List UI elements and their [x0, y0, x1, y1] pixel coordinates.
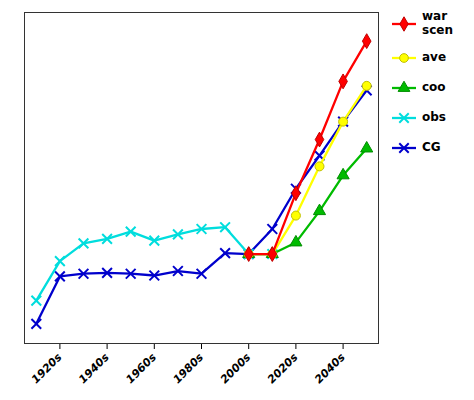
svg-text:2020s: 2020s [265, 350, 301, 386]
svg-text:1920s: 1920s [29, 350, 65, 386]
svg-text:1980s: 1980s [171, 350, 207, 386]
html-text:obs: obs [422, 109, 446, 124]
html-text:CG: CG [422, 139, 441, 154]
svg-text:2000s: 2000s [218, 350, 254, 386]
html-text:war scen: war scen [422, 9, 453, 37]
svg-text:1940s: 1940s [76, 350, 112, 386]
html-text:coo: coo [422, 79, 446, 94]
svg-text:1960s: 1960s [123, 350, 159, 386]
html-text:ave: ave [422, 49, 447, 64]
svg-text:2040s: 2040s [312, 350, 348, 386]
